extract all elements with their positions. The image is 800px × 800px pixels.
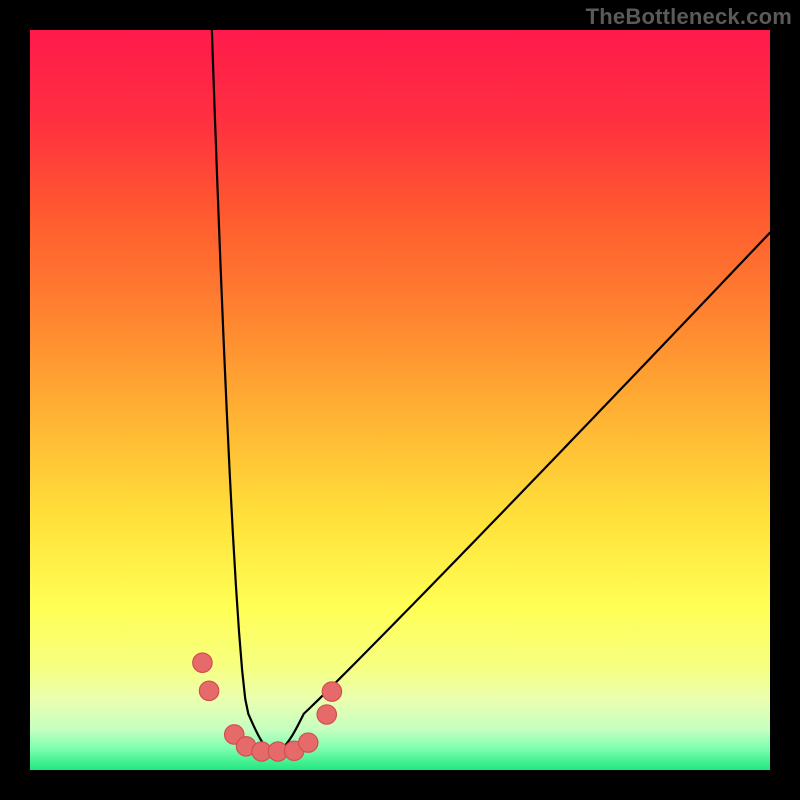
data-marker <box>299 733 318 752</box>
data-marker <box>199 681 218 700</box>
data-marker <box>193 653 212 672</box>
bottleneck-chart <box>0 0 800 800</box>
data-marker <box>322 682 341 701</box>
data-marker <box>317 705 336 724</box>
gradient-background <box>30 30 770 770</box>
watermark-text: TheBottleneck.com <box>586 4 792 30</box>
